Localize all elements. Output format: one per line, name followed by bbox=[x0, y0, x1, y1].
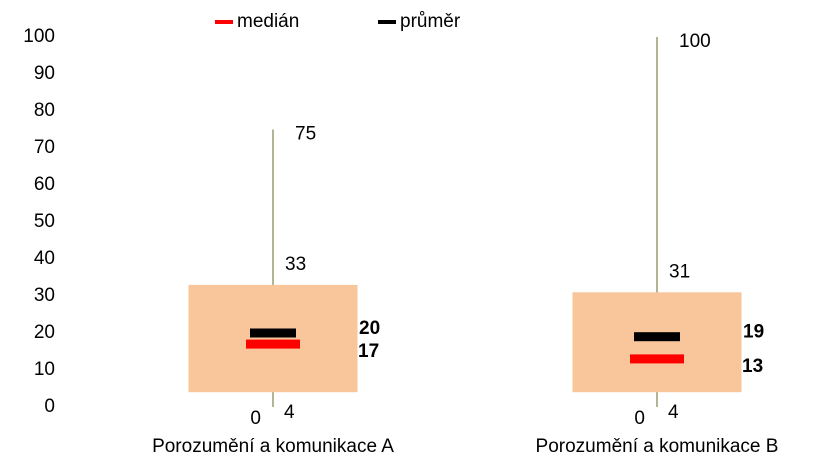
min-label: 0 bbox=[634, 408, 645, 429]
y-tick-label: 30 bbox=[34, 285, 55, 306]
legend-label: medián bbox=[237, 11, 299, 32]
median-marker bbox=[630, 354, 684, 364]
mean-label: 20 bbox=[359, 318, 380, 339]
mean-marker bbox=[634, 332, 680, 342]
min-label: 0 bbox=[250, 408, 261, 429]
y-tick-label: 60 bbox=[34, 174, 55, 195]
y-tick-label: 100 bbox=[23, 26, 55, 47]
y-tick-label: 70 bbox=[34, 137, 55, 158]
mean-label: 19 bbox=[743, 322, 764, 343]
median-label: 13 bbox=[742, 356, 763, 377]
q3-label: 31 bbox=[669, 261, 690, 282]
y-tick-label: 80 bbox=[34, 100, 55, 121]
q3-label: 33 bbox=[285, 254, 306, 275]
box bbox=[188, 284, 358, 393]
x-tick-label: Porozumění a komunikace A bbox=[152, 436, 394, 457]
y-tick-label: 10 bbox=[34, 359, 55, 380]
y-tick-label: 90 bbox=[34, 63, 55, 84]
max-label: 75 bbox=[295, 124, 316, 145]
box bbox=[572, 292, 742, 393]
q1-label: 4 bbox=[668, 402, 679, 423]
median-marker bbox=[246, 339, 300, 349]
y-tick-label: 40 bbox=[34, 248, 55, 269]
q1-label: 4 bbox=[284, 402, 295, 423]
y-tick-label: 50 bbox=[34, 211, 55, 232]
max-label: 100 bbox=[679, 31, 711, 52]
y-tick-label: 0 bbox=[44, 396, 55, 417]
legend-label: průměr bbox=[400, 11, 461, 32]
mean-marker bbox=[250, 328, 296, 338]
legend-swatch bbox=[378, 20, 396, 24]
median-label: 17 bbox=[358, 341, 379, 362]
legend-swatch bbox=[215, 20, 233, 24]
x-tick-label: Porozumění a komunikace B bbox=[536, 436, 779, 457]
y-tick-label: 20 bbox=[34, 322, 55, 343]
